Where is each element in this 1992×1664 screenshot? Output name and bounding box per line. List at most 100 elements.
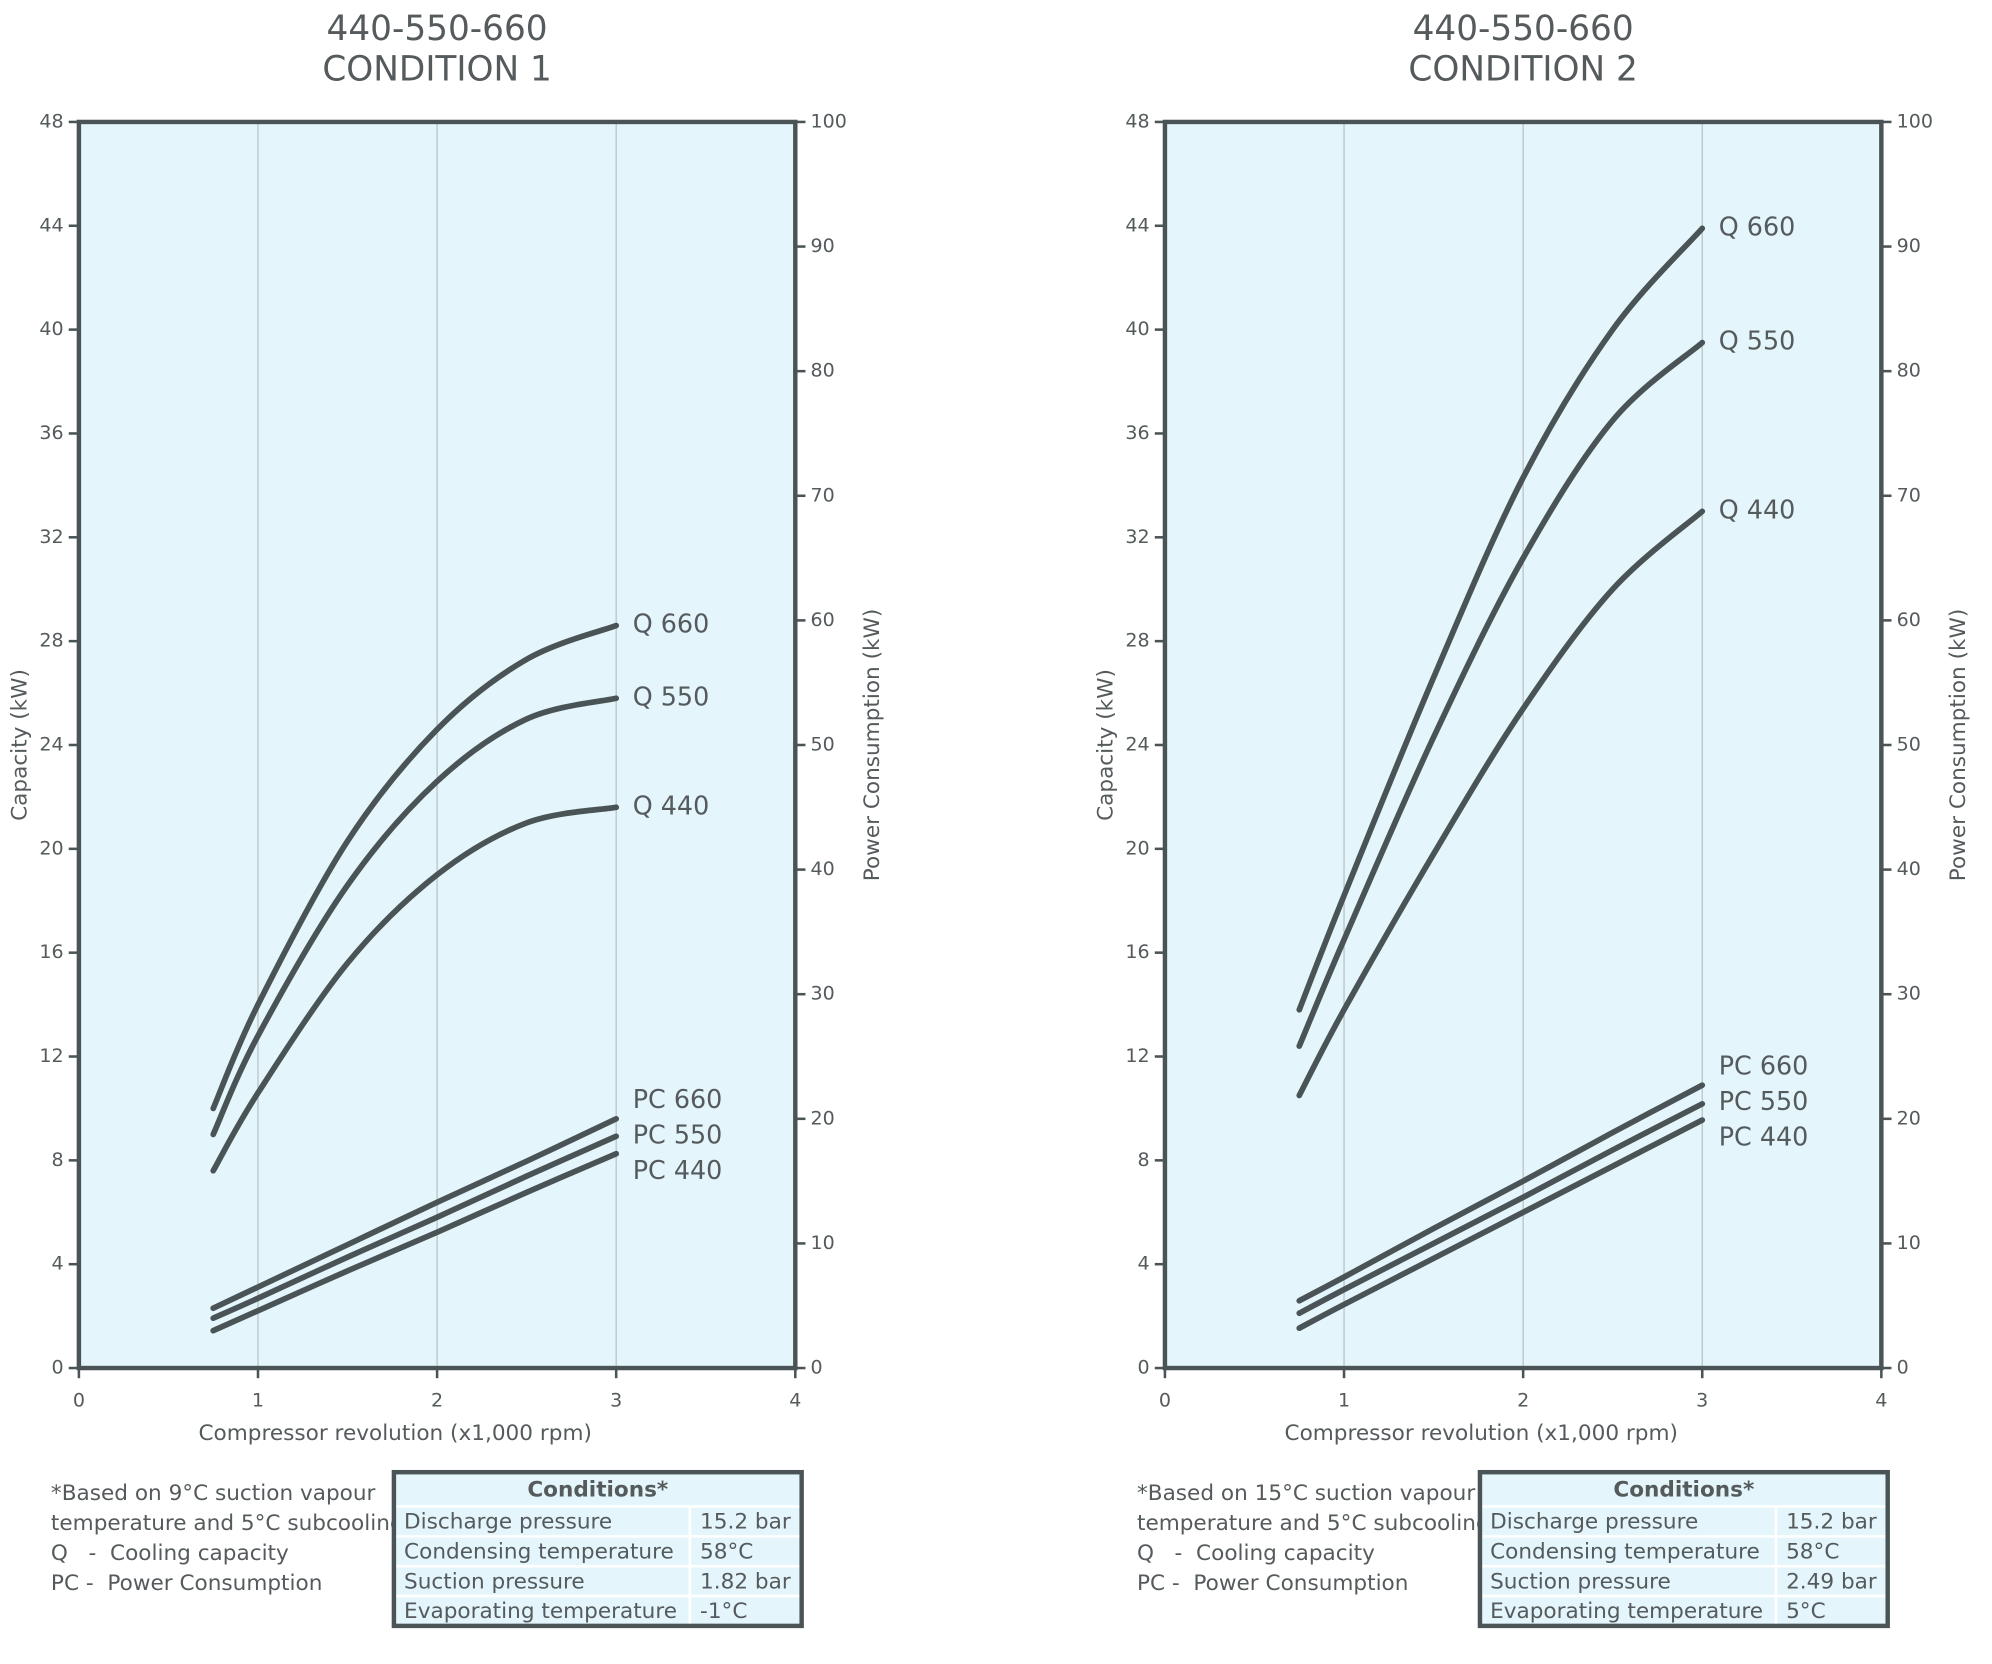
y-tick-label: 0 (1138, 1357, 1150, 1379)
chart-subtitle: CONDITION 1 (322, 50, 551, 90)
y2-tick-label: 60 (1897, 609, 1921, 631)
x-tick-label: 4 (789, 1390, 801, 1412)
series-line (210, 1133, 620, 1322)
y-tick-label: 40 (39, 318, 63, 340)
y-tick-label: 4 (52, 1253, 64, 1275)
note: temperature and 5°C subcooling. (51, 1511, 411, 1536)
series-line (1296, 339, 1706, 1049)
y-tick-label: 12 (1125, 1045, 1149, 1067)
table-bg (1479, 1472, 1888, 1626)
y-tick-label: 44 (39, 214, 63, 236)
x-tick-label: 0 (1159, 1390, 1171, 1412)
plot-frame (1162, 119, 1884, 1371)
y-tick-label: 32 (39, 526, 63, 548)
y-tick-label: 16 (1125, 941, 1149, 963)
x-tick-label: 2 (431, 1390, 443, 1412)
note: *Based on 15°C suction vapour (1137, 1481, 1475, 1506)
chart-title: 440-550-660 (327, 9, 548, 49)
table-frame (391, 1469, 804, 1629)
y-tick-label: 24 (1125, 733, 1149, 755)
x-tick-label: 1 (1338, 1390, 1350, 1412)
table-frame (1477, 1469, 1890, 1629)
y2-tick-label: 30 (811, 983, 835, 1005)
table-header: Conditions* (1613, 1478, 1754, 1503)
table-header: Conditions* (527, 1478, 668, 1503)
y2-tick-label: 50 (811, 733, 835, 755)
y-tick-label: 16 (39, 941, 63, 963)
y-tick-label: 12 (39, 1045, 63, 1067)
y-tick-label: 20 (39, 837, 63, 859)
y-tick-label: 32 (1125, 526, 1149, 548)
series-label: PC 440 (633, 1155, 723, 1185)
y2-axis-label: Power Consumption (kW) (860, 609, 885, 882)
y-tick-label: 40 (1125, 318, 1149, 340)
y2-tick-label: 10 (811, 1232, 835, 1254)
y2-tick-label: 40 (811, 858, 835, 880)
y2-tick-label: 20 (1897, 1107, 1921, 1129)
series-label: PC 550 (1719, 1086, 1809, 1116)
y2-tick-label: 90 (1897, 235, 1921, 257)
series-label: Q 660 (1719, 211, 1796, 241)
table-cell: Condensing temperature (404, 1540, 674, 1565)
note: Q - Cooling capacity (51, 1541, 289, 1566)
series-label: Q 550 (633, 681, 710, 711)
y-tick-label: 8 (1138, 1149, 1150, 1171)
y2-tick-label: 60 (811, 609, 835, 631)
table-cell: Condensing temperature (1490, 1540, 1760, 1565)
series-line (1296, 1101, 1706, 1317)
y2-tick-label: 80 (1897, 360, 1921, 382)
table-bg (393, 1472, 802, 1626)
y2-tick-label: 90 (811, 235, 835, 257)
y2-tick-label: 20 (811, 1107, 835, 1129)
table-cell: -1°C (700, 1599, 747, 1624)
y2-tick-label: 100 (811, 110, 847, 132)
table-cell: Discharge pressure (404, 1510, 612, 1535)
x-tick-label: 3 (610, 1390, 622, 1412)
y2-tick-label: 80 (811, 360, 835, 382)
y2-tick-label: 70 (811, 484, 835, 506)
table-cell: Suction pressure (404, 1569, 585, 1594)
note: PC - Power Consumption (51, 1571, 322, 1596)
x-tick-label: 0 (73, 1390, 85, 1412)
note: PC - Power Consumption (1137, 1571, 1408, 1596)
series-line (1296, 225, 1706, 1013)
series-label: Q 440 (633, 790, 710, 820)
series-line (210, 1115, 620, 1312)
table-cell: Suction pressure (1490, 1569, 1671, 1594)
series-line (1296, 1117, 1706, 1332)
table-cell: Evaporating temperature (404, 1599, 677, 1624)
series-label: Q 660 (633, 609, 710, 639)
table-cell: Evaporating temperature (1490, 1599, 1763, 1624)
y-tick-label: 4 (1138, 1253, 1150, 1275)
y2-tick-label: 70 (1897, 484, 1921, 506)
y-axis-label: Capacity (kW) (1094, 669, 1119, 821)
y-tick-label: 48 (1125, 110, 1149, 132)
y2-tick-label: 40 (1897, 858, 1921, 880)
series-line (1296, 508, 1706, 1099)
x-axis-label: Compressor revolution (x1,000 rpm) (1285, 1421, 1678, 1446)
table-cell: 15.2 bar (700, 1510, 791, 1535)
x-axis-label: Compressor revolution (x1,000 rpm) (198, 1421, 591, 1446)
chart-title: 440-550-660 (1413, 9, 1634, 49)
table-cell: 15.2 bar (1786, 1510, 1877, 1535)
series-label: PC 660 (633, 1084, 723, 1114)
series-label: Q 440 (1719, 494, 1796, 524)
y2-tick-label: 0 (1897, 1357, 1909, 1379)
y2-tick-label: 50 (1897, 733, 1921, 755)
note: Q - Cooling capacity (1137, 1541, 1375, 1566)
x-tick-label: 1 (252, 1390, 264, 1412)
series-line (210, 695, 620, 1138)
y-tick-label: 8 (52, 1149, 64, 1171)
y2-tick-label: 10 (1897, 1232, 1921, 1254)
plot-frame (76, 119, 798, 1371)
table-cell: 1.82 bar (700, 1569, 791, 1594)
table-cell: 5°C (1786, 1599, 1826, 1624)
series-line (210, 622, 620, 1112)
series-label: PC 550 (633, 1120, 723, 1150)
x-tick-label: 3 (1696, 1390, 1708, 1412)
note: temperature and 5°C subcooling. (1137, 1511, 1497, 1536)
